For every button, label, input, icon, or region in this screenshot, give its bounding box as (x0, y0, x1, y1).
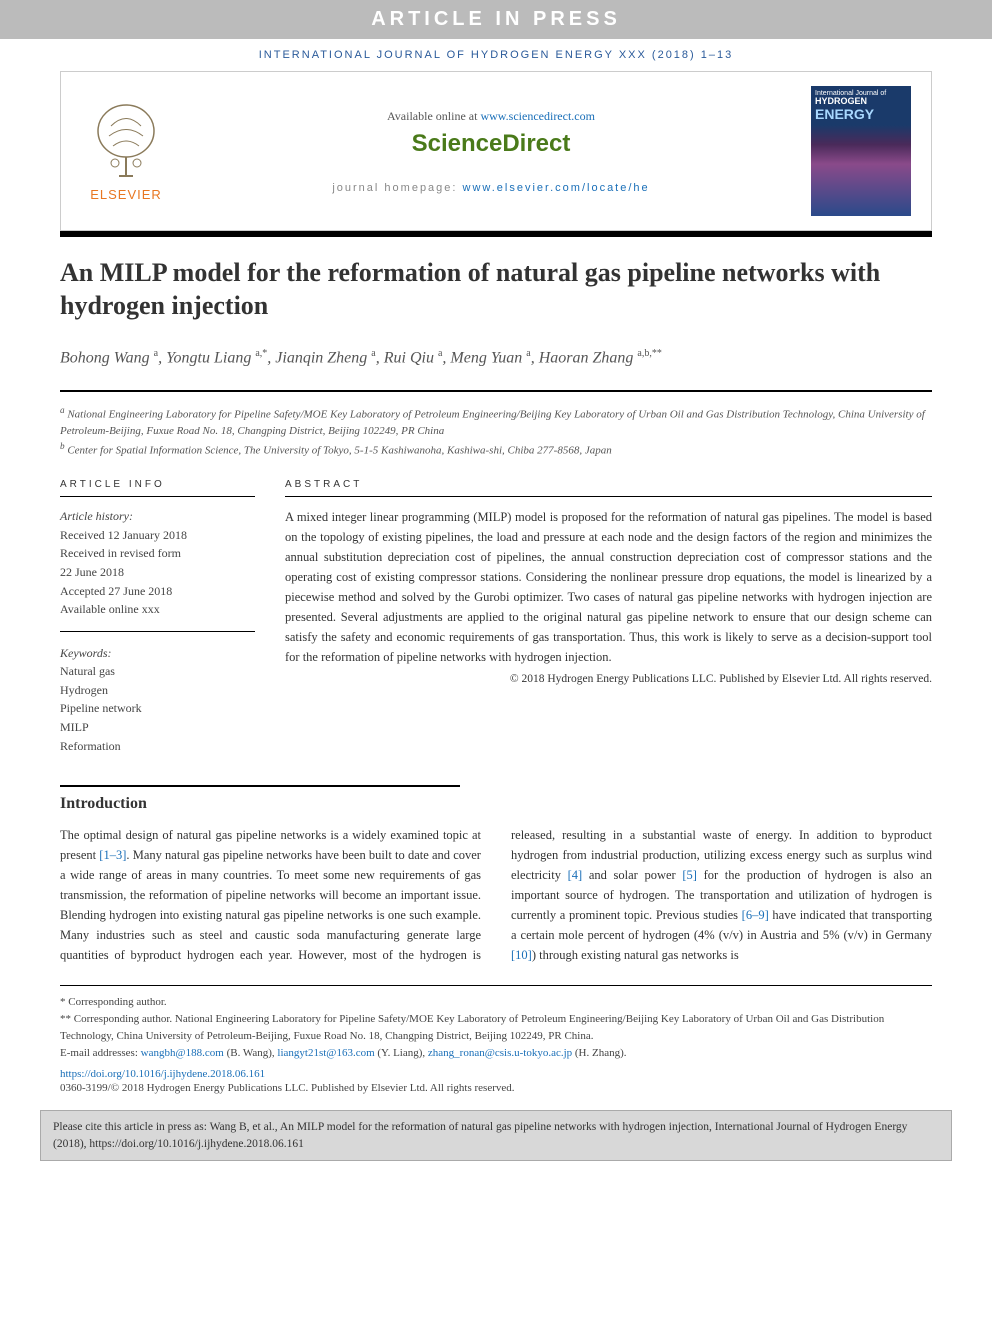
elsevier-tree-icon (91, 101, 161, 181)
sciencedirect-link[interactable]: www.sciencedirect.com (480, 109, 595, 123)
article-info-column: ARTICLE INFO Article history: Received 1… (60, 479, 255, 755)
journal-homepage: journal homepage: www.elsevier.com/locat… (171, 182, 811, 194)
affiliation-b: b Center for Spatial Information Science… (60, 440, 932, 459)
keyword: Reformation (60, 737, 255, 756)
available-online-text: Available online at www.sciencedirect.co… (171, 109, 811, 124)
journal-cover-thumbnail: International Journal of HYDROGEN ENERGY (811, 86, 911, 216)
email-name: (Y. Liang), (375, 1047, 428, 1059)
homepage-link[interactable]: www.elsevier.com/locate/he (463, 182, 650, 194)
footnotes: * Corresponding author. ** Corresponding… (60, 985, 932, 1062)
elsevier-wordmark: ELSEVIER (81, 187, 171, 202)
email-name: (H. Zhang). (572, 1047, 626, 1059)
homepage-prefix: journal homepage: (332, 182, 462, 194)
history-label: Article history: (60, 507, 255, 526)
article-title: An MILP model for the reformation of nat… (60, 257, 932, 322)
header-box: ELSEVIER Available online at www.science… (60, 71, 932, 231)
header-center: Available online at www.sciencedirect.co… (171, 109, 811, 194)
ref-link[interactable]: [6–9] (742, 908, 769, 922)
keyword: Pipeline network (60, 699, 255, 718)
elsevier-logo: ELSEVIER (81, 101, 171, 202)
affiliation-a: a National Engineering Laboratory for Pi… (60, 404, 932, 440)
corresponding-author-2: ** Corresponding author. National Engine… (60, 1011, 932, 1045)
sciencedirect-brand: ScienceDirect (171, 130, 811, 158)
keywords-block: Keywords: Natural gas Hydrogen Pipeline … (60, 644, 255, 756)
available-prefix: Available online at (387, 109, 480, 123)
body-columns: The optimal design of natural gas pipeli… (60, 825, 932, 965)
info-abstract-row: ARTICLE INFO Article history: Received 1… (60, 479, 932, 755)
introduction-heading: Introduction (60, 795, 932, 813)
cover-energy: ENERGY (815, 106, 907, 122)
keyword: Natural gas (60, 662, 255, 681)
author-list: Bohong Wang a, Yongtu Liang a,*, Jianqin… (60, 346, 932, 370)
ref-link[interactable]: [1–3] (99, 848, 126, 862)
abstract-copyright: © 2018 Hydrogen Energy Publications LLC.… (285, 673, 932, 685)
intro-text: ) through existing natural gas networks … (532, 948, 739, 962)
abstract-column: ABSTRACT A mixed integer linear programm… (285, 479, 932, 755)
doi-link[interactable]: https://doi.org/10.1016/j.ijhydene.2018.… (60, 1068, 265, 1080)
cite-this-article-box: Please cite this article in press as: Wa… (40, 1110, 952, 1160)
title-section: An MILP model for the reformation of nat… (60, 231, 932, 392)
abstract-heading: ABSTRACT (285, 479, 932, 497)
article-in-press-banner: ARTICLE IN PRESS (0, 0, 992, 39)
keywords-label: Keywords: (60, 644, 255, 663)
email-link[interactable]: zhang_ronan@csis.u-tokyo.ac.jp (428, 1047, 572, 1059)
email-link[interactable]: wangbh@188.com (141, 1047, 224, 1059)
email-link[interactable]: liangyt21st@163.com (277, 1047, 374, 1059)
intro-text: and solar power (582, 868, 682, 882)
abstract-text: A mixed integer linear programming (MILP… (285, 507, 932, 667)
affiliations: a National Engineering Laboratory for Pi… (60, 404, 932, 459)
history-item: Accepted 27 June 2018 (60, 582, 255, 601)
intro-rule (60, 785, 460, 787)
issn-copyright: 0360-3199/© 2018 Hydrogen Energy Publica… (60, 1082, 932, 1094)
emails-prefix: E-mail addresses: (60, 1047, 141, 1059)
corresponding-author-1: * Corresponding author. (60, 994, 932, 1011)
keyword: MILP (60, 718, 255, 737)
doi-line: https://doi.org/10.1016/j.ijhydene.2018.… (60, 1068, 932, 1080)
email-addresses: E-mail addresses: wangbh@188.com (B. Wan… (60, 1045, 932, 1062)
history-item: Received 12 January 2018 (60, 526, 255, 545)
history-item: 22 June 2018 (60, 563, 255, 582)
email-name: (B. Wang), (224, 1047, 278, 1059)
article-info-heading: ARTICLE INFO (60, 479, 255, 497)
ref-link[interactable]: [5] (682, 868, 697, 882)
history-item: Available online xxx (60, 600, 255, 619)
keyword: Hydrogen (60, 681, 255, 700)
journal-citation-line: INTERNATIONAL JOURNAL OF HYDROGEN ENERGY… (0, 39, 992, 71)
history-item: Received in revised form (60, 544, 255, 563)
ref-link[interactable]: [4] (568, 868, 583, 882)
ref-link[interactable]: [10] (511, 948, 532, 962)
cover-hydrogen: HYDROGEN (815, 97, 907, 106)
article-history: Article history: Received 12 January 201… (60, 507, 255, 632)
